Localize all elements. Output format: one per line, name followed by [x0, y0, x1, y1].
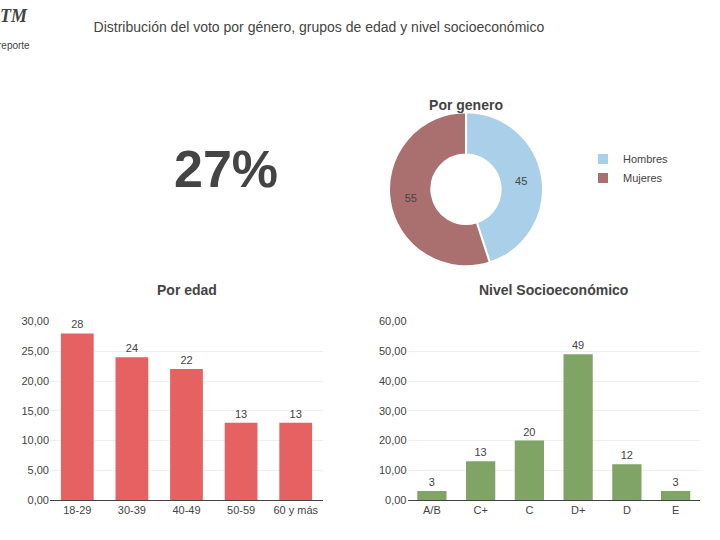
- svg-text:3: 3: [429, 476, 435, 488]
- svg-text:Distribución del voto por géne: Distribución del voto por género, grupos…: [94, 19, 545, 35]
- svg-text:40,00: 40,00: [379, 375, 407, 387]
- svg-text:E: E: [672, 504, 679, 516]
- svg-text:30,00: 30,00: [379, 405, 407, 417]
- svg-text:20: 20: [523, 426, 535, 438]
- svg-text:27%: 27%: [174, 140, 278, 198]
- svg-text:15,00: 15,00: [21, 405, 49, 417]
- svg-text:13: 13: [290, 408, 302, 420]
- svg-text:Hombres: Hombres: [623, 153, 668, 165]
- svg-text:10,00: 10,00: [379, 464, 407, 476]
- svg-text:Mujeres: Mujeres: [623, 172, 663, 184]
- svg-text:13: 13: [475, 446, 487, 458]
- svg-text:45: 45: [515, 175, 527, 187]
- svg-text:50-59: 50-59: [227, 504, 255, 516]
- svg-text:reporte: reporte: [0, 40, 30, 51]
- svg-text:60,00: 60,00: [379, 315, 407, 327]
- svg-text:50,00: 50,00: [379, 345, 407, 357]
- svg-text:0,00: 0,00: [28, 494, 49, 506]
- svg-text:C+: C+: [473, 504, 487, 516]
- svg-text:30-39: 30-39: [118, 504, 146, 516]
- svg-text:Nivel Socioeconómico: Nivel Socioeconómico: [479, 282, 628, 298]
- svg-text:3: 3: [673, 476, 679, 488]
- svg-text:10,00: 10,00: [21, 434, 49, 446]
- svg-text:13: 13: [235, 408, 247, 420]
- svg-text:18-29: 18-29: [63, 504, 91, 516]
- svg-text:TM: TM: [0, 6, 28, 26]
- svg-text:22: 22: [180, 354, 192, 366]
- svg-text:30,00: 30,00: [21, 315, 49, 327]
- svg-text:C: C: [525, 504, 533, 516]
- svg-text:D+: D+: [571, 504, 585, 516]
- svg-text:60 y más: 60 y más: [273, 504, 318, 516]
- svg-text:5,00: 5,00: [28, 464, 49, 476]
- svg-text:55: 55: [405, 192, 417, 204]
- svg-text:0,00: 0,00: [385, 494, 406, 506]
- svg-text:24: 24: [126, 342, 138, 354]
- svg-text:20,00: 20,00: [21, 375, 49, 387]
- svg-text:49: 49: [572, 339, 584, 351]
- svg-text:20,00: 20,00: [379, 434, 407, 446]
- svg-text:40-49: 40-49: [172, 504, 200, 516]
- svg-text:D: D: [623, 504, 631, 516]
- svg-text:25,00: 25,00: [21, 345, 49, 357]
- svg-text:28: 28: [71, 318, 83, 330]
- svg-text:A/B: A/B: [423, 504, 441, 516]
- svg-text:Por genero: Por genero: [429, 97, 503, 113]
- svg-text:Por edad: Por edad: [157, 282, 217, 298]
- svg-text:12: 12: [621, 449, 633, 461]
